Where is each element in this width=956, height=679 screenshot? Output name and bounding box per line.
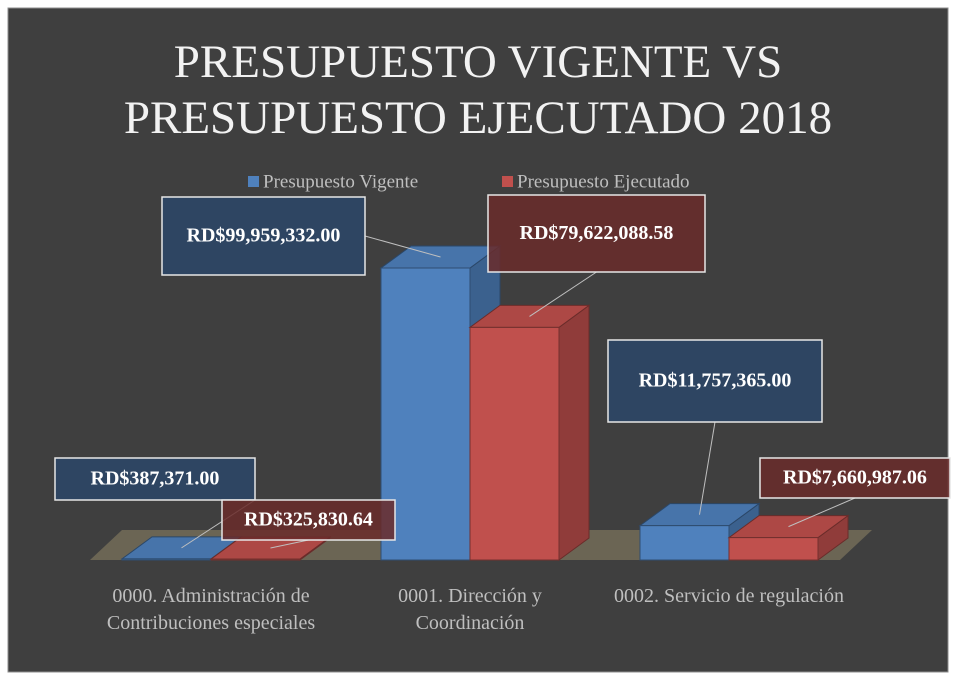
leader-line <box>699 421 716 515</box>
value-label: RD$7,660,987.06 <box>783 467 927 489</box>
x-tick-label: 0001. Dirección y Coordinación <box>398 585 542 634</box>
value-label: RD$387,371.00 <box>91 468 220 490</box>
value-label-box <box>161 196 366 276</box>
leader-line <box>270 539 309 549</box>
value-label-box <box>607 339 823 423</box>
value-label: RD$99,959,332.00 <box>187 225 341 247</box>
bar <box>121 558 212 561</box>
legend-swatch <box>248 176 259 187</box>
bar <box>469 326 560 561</box>
value-label-box <box>487 194 706 273</box>
value-label: RD$79,622,088.58 <box>520 222 674 244</box>
bar <box>210 558 301 561</box>
value-label-box <box>759 457 951 499</box>
bar <box>639 525 730 561</box>
chart-title: PRESUPUESTO VIGENTE VS PRESUPUESTO EJECU… <box>123 36 833 144</box>
value-label: RD$11,757,365.00 <box>639 370 792 392</box>
bar-side <box>558 304 590 561</box>
leader-line <box>529 271 597 317</box>
x-tick-label: 0000. Administración de Contribuciones e… <box>106 585 316 634</box>
bar <box>380 267 471 561</box>
leader-line <box>788 497 856 528</box>
value-label-box <box>54 457 256 501</box>
bar <box>728 537 819 561</box>
x-tick-label: 0002. Servicio de regulación <box>614 585 844 607</box>
legend-label: Presupuesto Ejecutado <box>517 171 690 192</box>
value-label-box <box>221 499 396 541</box>
legend-label: Presupuesto Vigente <box>263 171 418 192</box>
legend-swatch <box>502 176 513 187</box>
value-label: RD$325,830.64 <box>244 509 373 531</box>
leader-line <box>364 235 441 258</box>
